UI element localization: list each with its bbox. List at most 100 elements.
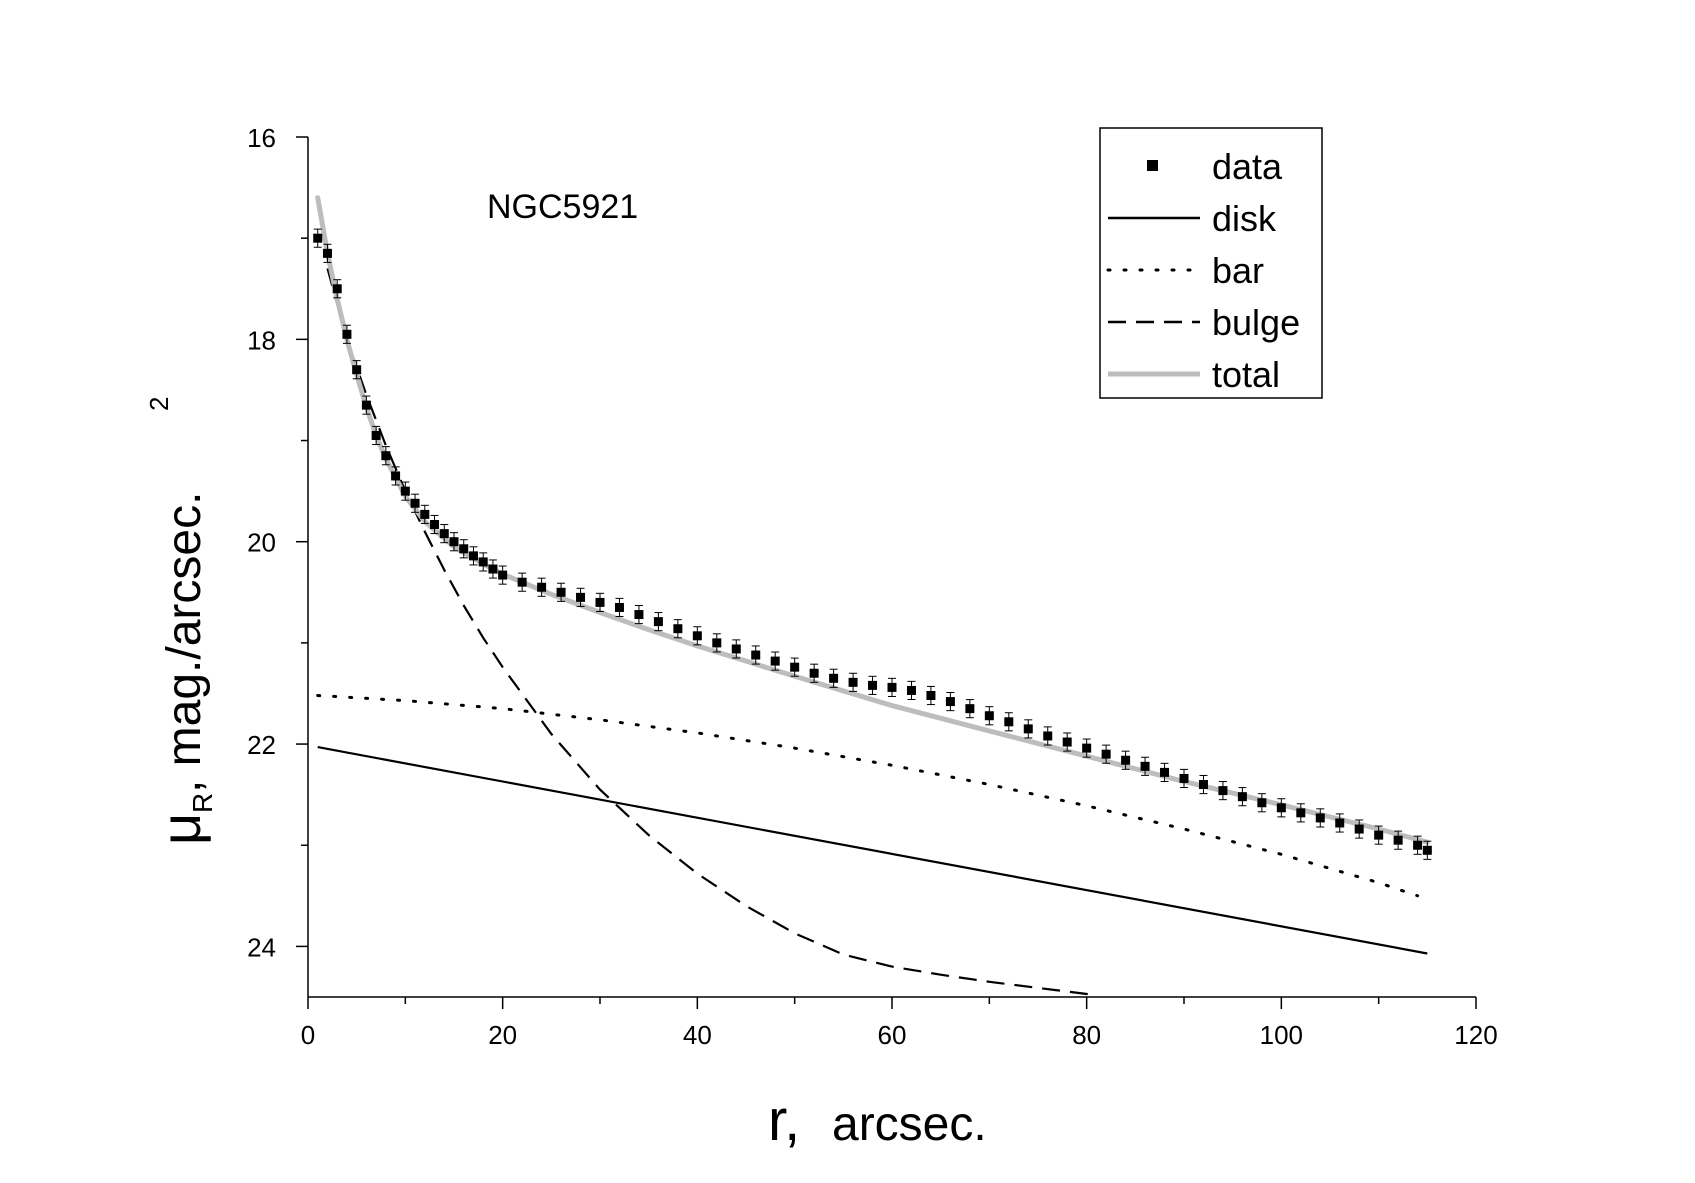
x-tick-label: 100 <box>1260 1020 1303 1050</box>
data-point <box>1082 743 1092 753</box>
data-point <box>371 430 381 440</box>
x-tick-label: 0 <box>301 1020 315 1050</box>
legend-item-disk: disk <box>1108 198 1277 239</box>
x-axis-title-unit: arcsec. <box>832 1098 987 1151</box>
data-point <box>1276 803 1286 813</box>
legend-data-marker <box>1147 160 1158 171</box>
series-line-bulge <box>326 268 1097 999</box>
data-point <box>1413 840 1423 850</box>
data-point <box>1004 717 1014 727</box>
data-point <box>1198 780 1208 790</box>
data-point <box>751 650 761 660</box>
data-point <box>322 248 332 258</box>
legend-label-bar: bar <box>1212 250 1264 291</box>
y-axis: 16 18 20 22 24 <box>247 123 309 997</box>
data-point <box>391 471 401 481</box>
y-axis-title-symbol: μ <box>149 813 212 845</box>
x-axis-title: r, arcsec. <box>768 1088 987 1153</box>
data-point <box>1422 845 1432 855</box>
data-point <box>1374 830 1384 840</box>
plot-area <box>313 195 1432 999</box>
legend-label-data: data <box>1212 146 1283 187</box>
data-point <box>1315 813 1325 823</box>
data-point <box>595 597 605 607</box>
data-point <box>1354 824 1364 834</box>
data-point <box>1101 749 1111 759</box>
data-point <box>342 329 352 339</box>
legend: data disk bar bulge total <box>1099 127 1323 399</box>
x-tick-label: 40 <box>683 1020 712 1050</box>
y-axis-title-subscript: R <box>187 793 218 813</box>
data-point <box>556 587 566 597</box>
data-point <box>965 704 975 714</box>
data-point <box>1023 724 1033 734</box>
data-point <box>498 570 508 580</box>
data-point <box>332 284 342 294</box>
data-point <box>634 610 644 620</box>
legend-item-total: total <box>1108 354 1280 395</box>
data-point <box>430 520 440 530</box>
data-point <box>1179 773 1189 783</box>
legend-label-total: total <box>1212 354 1280 395</box>
data-point <box>770 656 780 666</box>
legend-label-bulge: bulge <box>1212 302 1300 343</box>
data-point <box>1257 798 1267 808</box>
data-point <box>731 644 741 654</box>
data-point <box>692 631 702 641</box>
data-point <box>712 638 722 648</box>
data-point <box>1043 731 1053 741</box>
data-point <box>468 551 478 561</box>
data-point <box>439 529 449 539</box>
data-point <box>1062 737 1072 747</box>
data-point <box>790 662 800 672</box>
legend-item-bar: bar <box>1106 250 1264 291</box>
data-point <box>1296 808 1306 818</box>
y-tick-label: 16 <box>247 123 276 153</box>
data-point <box>381 451 391 461</box>
series-points-data <box>313 228 1432 860</box>
data-point <box>400 486 410 496</box>
data-point <box>1335 818 1345 828</box>
legend-frame <box>1099 127 1323 399</box>
data-point <box>614 602 624 612</box>
data-point <box>478 557 488 567</box>
x-tick-label: 60 <box>878 1020 907 1050</box>
legend-item-data: data <box>1147 146 1283 187</box>
data-point <box>868 680 878 690</box>
data-point <box>906 685 916 695</box>
data-point <box>673 624 683 634</box>
y-axis-title-unit: , mag./arcsec. <box>158 492 211 793</box>
y-axis-title-superscript: 2 <box>144 397 174 411</box>
data-point <box>653 617 663 627</box>
data-point <box>1218 786 1228 796</box>
x-tick-label: 120 <box>1454 1020 1497 1050</box>
data-point <box>1160 767 1170 777</box>
data-point <box>459 544 469 554</box>
x-axis-title-main: r, <box>768 1088 800 1153</box>
y-tick-label: 20 <box>247 528 276 558</box>
data-point <box>449 537 459 547</box>
x-axis: 0 20 40 60 80 100 120 <box>301 996 1498 1050</box>
y-tick-label: 24 <box>247 932 276 962</box>
series-line-bar <box>316 694 1420 898</box>
data-point <box>829 673 839 683</box>
data-point <box>984 711 994 721</box>
data-point <box>1237 792 1247 802</box>
data-point <box>537 582 547 592</box>
legend-label-disk: disk <box>1212 198 1277 239</box>
data-point <box>361 400 371 410</box>
y-tick-label: 18 <box>247 325 276 355</box>
legend-item-bulge: bulge <box>1108 302 1300 343</box>
data-point <box>926 690 936 700</box>
data-point <box>809 668 819 678</box>
data-point <box>517 577 527 587</box>
data-point <box>488 564 498 574</box>
galaxy-annotation: NGC5921 <box>487 188 638 226</box>
data-point <box>420 509 430 519</box>
data-point <box>1393 835 1403 845</box>
data-point <box>1140 761 1150 771</box>
x-tick-label: 80 <box>1072 1020 1101 1050</box>
data-point <box>1121 755 1131 765</box>
x-tick-label: 20 <box>488 1020 517 1050</box>
